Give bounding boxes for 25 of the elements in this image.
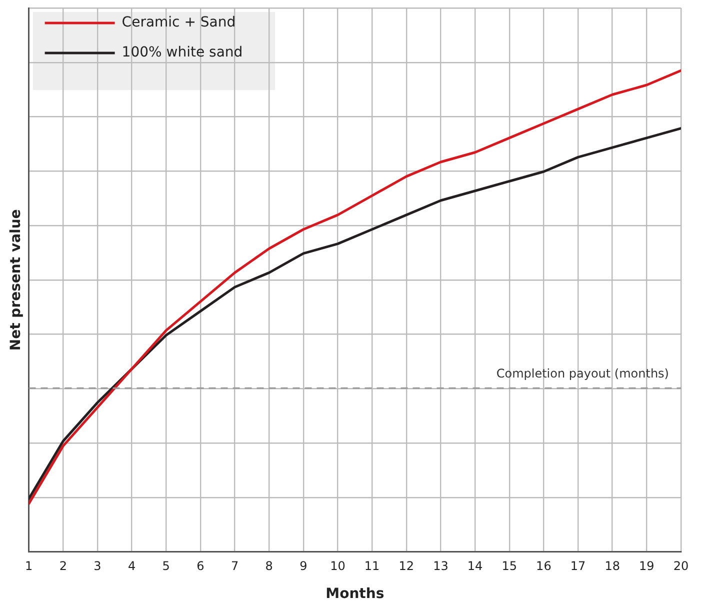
x-tick-label: 12 [398,559,414,574]
x-tick-label: 20 [673,559,689,574]
legend-label: 100% white sand [122,44,243,61]
x-tick-label: 10 [330,559,346,574]
ref-line-label: Completion payout (months) [496,366,669,380]
x-tick-label: 15 [502,559,518,574]
x-tick-label: 16 [536,559,552,574]
x-tick-label: 13 [433,559,448,574]
x-tick-label: 14 [467,559,483,574]
x-tick-label: 6 [196,559,204,574]
x-tick-label: 18 [604,559,620,574]
legend-label: Ceramic + Sand [122,14,236,31]
x-tick-label: 11 [364,559,380,574]
x-tick-label: 19 [639,559,654,574]
y-axis-title: Net present value [8,209,24,351]
x-tick-label: 2 [59,559,67,574]
x-tick-label: 9 [300,559,308,574]
x-axis-title: Months [326,586,384,602]
x-tick-label: 1 [24,559,33,574]
x-tick-label: 5 [162,559,170,574]
x-tick-label: 4 [128,559,136,574]
x-tick-label: 7 [230,559,239,574]
x-tick-label: 8 [265,559,273,574]
x-tick-label: 17 [570,559,586,574]
x-tick-label: 3 [94,559,102,574]
